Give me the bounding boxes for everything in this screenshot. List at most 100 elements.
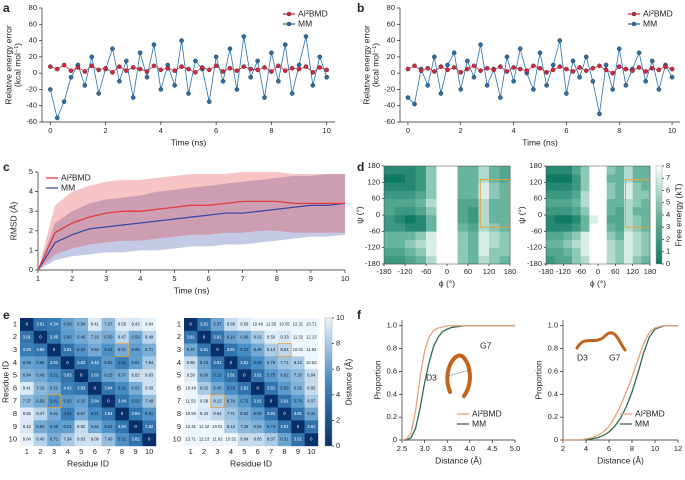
point — [158, 87, 164, 92]
point — [425, 83, 431, 88]
heat-cell — [447, 182, 458, 191]
point — [451, 50, 457, 56]
cell-label: 6.78 — [227, 398, 236, 403]
heat-cell — [606, 247, 616, 257]
y-tick-label: 1.0 — [387, 321, 397, 330]
heat-cell — [468, 206, 479, 216]
matrix-cell — [304, 343, 319, 357]
point — [412, 101, 417, 107]
cell-label: 0 — [26, 322, 29, 327]
point — [636, 65, 642, 70]
highlight-box — [46, 394, 62, 408]
heat-cell — [632, 239, 642, 248]
heat-cell — [489, 190, 500, 199]
cell-label: 0 — [94, 386, 97, 391]
heat-cell — [478, 174, 490, 183]
cell-label: 11.32 — [199, 424, 210, 429]
point — [597, 111, 602, 117]
matrix-cell — [115, 407, 129, 421]
point — [425, 65, 431, 71]
matrix-cell — [33, 407, 48, 421]
cell-label: 6.59 — [36, 424, 45, 429]
matrix-cell — [60, 407, 75, 421]
point — [570, 69, 576, 74]
cell-label: 6.57 — [118, 373, 127, 378]
heat-cell — [641, 231, 651, 240]
heat-cell — [468, 223, 479, 232]
legend-label: MM — [298, 18, 312, 28]
x-tick-label: 10 — [651, 444, 659, 453]
heat-cell — [426, 239, 437, 248]
matrix-cell — [277, 420, 292, 434]
colorbar-tick-label: 4 — [336, 390, 340, 399]
x-tick-label: 10 — [145, 447, 153, 456]
panel-label: b — [357, 1, 364, 15]
y-axis-label: ψ (°) — [516, 206, 526, 224]
point — [557, 38, 563, 43]
heat-cell — [457, 182, 469, 191]
cell-label: 3.83 — [64, 373, 73, 378]
matrix-cell — [304, 382, 319, 395]
heat-cell — [447, 174, 458, 183]
heat-cell — [606, 239, 616, 248]
point — [269, 50, 274, 56]
heat-cell — [580, 239, 590, 248]
cell-label: 5.74 — [267, 424, 276, 429]
cell-label: 8.02 — [200, 386, 209, 391]
matrix-cell — [115, 433, 129, 447]
matrix-cell — [20, 343, 34, 357]
heat-cell — [554, 198, 564, 208]
point — [478, 42, 483, 47]
cell-label: 8.82 — [132, 373, 141, 378]
point — [262, 95, 267, 100]
matrix-cell — [115, 330, 129, 344]
colorbar-label: Free energy (kT) — [673, 183, 683, 246]
matrix-cell — [60, 330, 75, 344]
x-tick-label: 6 — [256, 447, 260, 456]
matrix-cell — [101, 382, 116, 395]
heat-cell — [572, 174, 581, 183]
matrix-cell — [33, 356, 48, 370]
heat-cell — [641, 174, 651, 183]
cell-label: 6.15 — [77, 398, 86, 403]
heat-cell — [624, 182, 633, 191]
x-tick-label: 2 — [561, 444, 565, 453]
cell-label: 9.58 — [200, 398, 209, 403]
y-tick-label: 0 — [391, 68, 395, 77]
cell-label: 3.83 — [77, 386, 86, 391]
heat-cell — [563, 182, 573, 191]
cell-label: 0 — [66, 360, 69, 365]
heat-cell — [405, 215, 416, 224]
x-tick-label: 5 — [172, 274, 176, 283]
heat-cell — [489, 174, 500, 183]
cell-label: 11.62 — [212, 437, 223, 442]
matrix-cell — [184, 330, 198, 344]
heat-cell — [478, 166, 490, 175]
heat-cell — [632, 206, 642, 216]
point — [511, 65, 516, 70]
cell-label: 6.08 — [23, 360, 32, 365]
cell-label: 3.81 — [36, 322, 45, 327]
heat-cell — [554, 223, 564, 232]
point — [445, 62, 450, 68]
heat-cell — [436, 182, 448, 191]
peptide-sketch — [445, 353, 472, 398]
heat-cell — [426, 190, 437, 199]
y-tick-label: 5 — [13, 371, 17, 380]
heat-cell — [554, 190, 564, 199]
cell-label: 5.89 — [280, 386, 289, 391]
point — [262, 65, 267, 70]
x-tick-label: 0 — [596, 267, 600, 276]
cell-label: 8.49 — [145, 334, 154, 339]
point — [537, 65, 543, 71]
y-axis-label: Relative energy error — [3, 25, 13, 105]
y-tick-label: 1 — [177, 319, 181, 328]
matrix-cell — [47, 356, 61, 370]
heat-cell — [457, 223, 469, 232]
y-tick-label: 80 — [387, 3, 395, 12]
x-tick-label: 4 — [159, 126, 163, 135]
matrix-cell — [224, 407, 238, 421]
cell-label: 6.92 — [294, 386, 303, 391]
cell-label: 9.58 — [267, 334, 276, 339]
point — [276, 63, 281, 69]
